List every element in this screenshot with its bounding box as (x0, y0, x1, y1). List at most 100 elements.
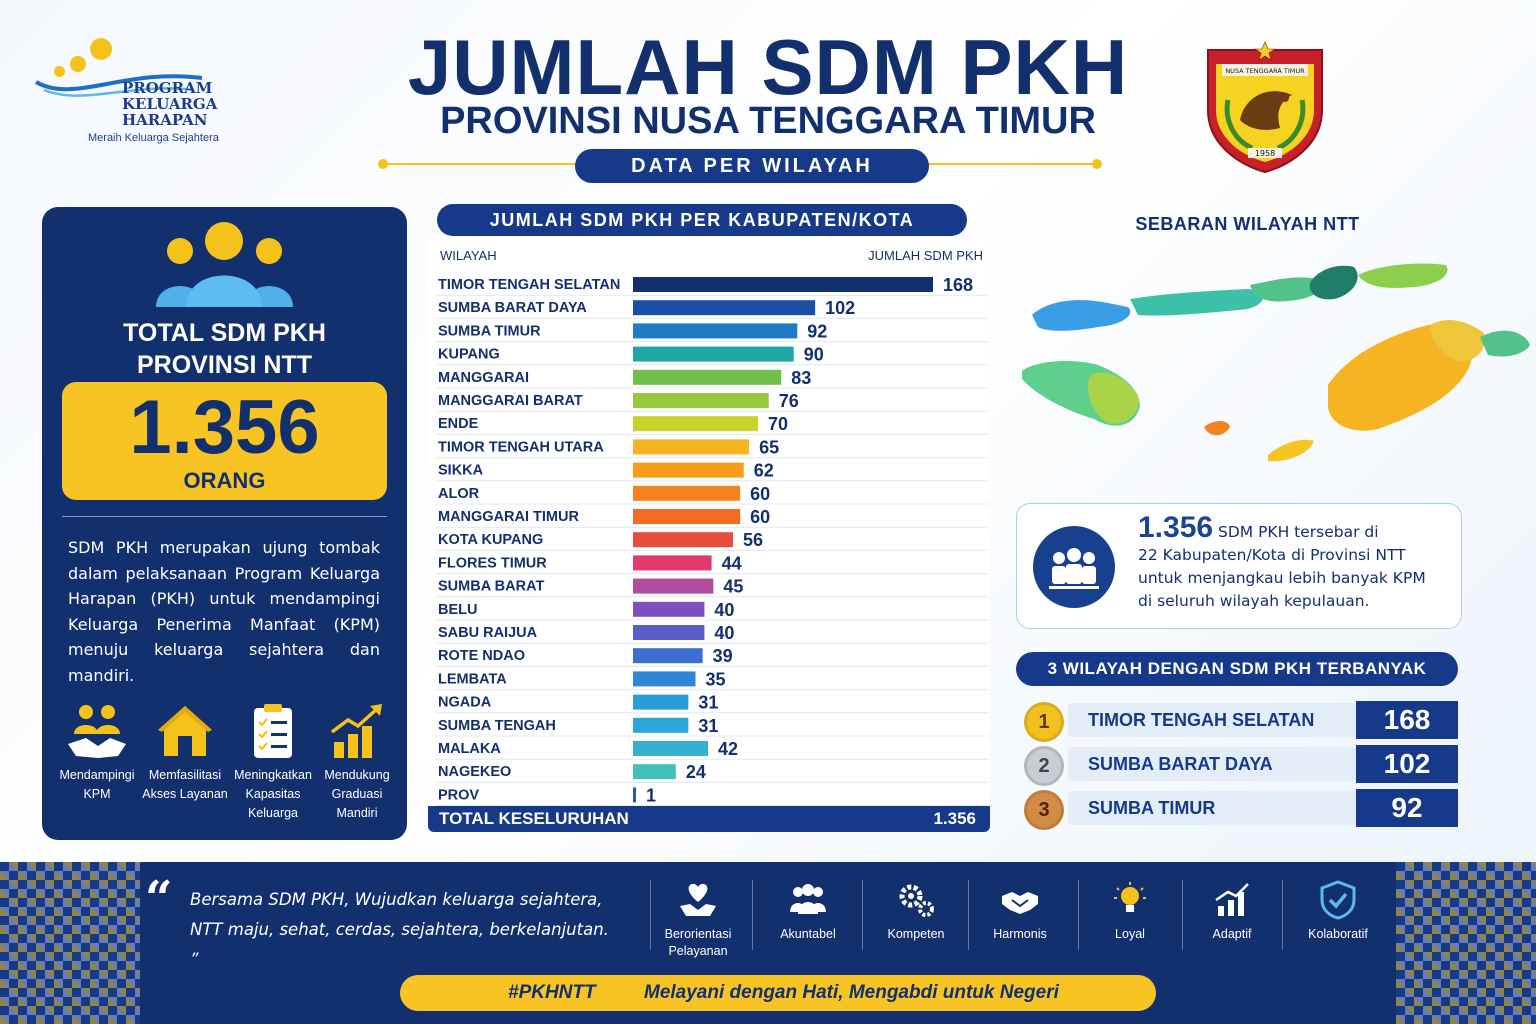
chart-category-label: SUMBA TIMUR (438, 323, 541, 339)
chart-bar (633, 393, 769, 408)
logo-swoosh (35, 74, 203, 97)
feature-label-line: Akses Layanan (142, 787, 228, 801)
value-label: Adaptif (1212, 927, 1252, 941)
chart-bar (633, 671, 696, 687)
chart-bar (633, 485, 741, 501)
chart-y-axis-label: WILAYAH (440, 248, 497, 263)
gold-medal-icon: 1 (1024, 702, 1064, 742)
quote-icon: “ (145, 871, 173, 927)
value-separator (752, 880, 753, 950)
info-line-2: 22 Kabupaten/Kota di Provinsi NTT (1138, 546, 1406, 564)
feature-label: Memfasilitasi Akses Layanan (140, 766, 230, 804)
chart-category-label: TIMOR TENGAH SELATAN (438, 277, 620, 293)
chart-value-label: 60 (750, 507, 770, 527)
hashtag: #PKHNTT (508, 982, 596, 1003)
feature-label-line: Mandiri (336, 806, 378, 820)
feature-label: Mendukung Graduasi Mandiri (312, 766, 402, 823)
chart-bar (633, 277, 933, 292)
map-region-timor-east (1430, 319, 1485, 362)
chart-category-label: SABU RAIJUA (438, 625, 538, 641)
chart-value-label: 76 (779, 391, 799, 411)
clipboard-icon (254, 704, 292, 758)
info-card: 1.356 SDM PKH tersebar di 22 Kabupaten/K… (1016, 503, 1462, 629)
logo-dots-icon (48, 38, 118, 82)
info-line-1: SDM PKH tersebar di (1218, 523, 1379, 541)
value-separator (1078, 880, 1079, 950)
value-separator (1282, 880, 1283, 950)
value-akuntabel: Akuntabel (758, 880, 858, 956)
chart-value-label: 40 (714, 600, 734, 620)
chart-category-label: KOTA KUPANG (438, 532, 543, 548)
chart-category-label: MALAKA (438, 741, 501, 757)
value-separator (650, 880, 651, 950)
emblem-year: 1958 (1255, 149, 1275, 158)
quote-line-1: Bersama SDM PKH, Wujudkan keluarga sejah… (190, 890, 603, 909)
page-title: JUMLAH SDM PKH (407, 23, 1129, 111)
logo-line-3: HARAPAN (122, 111, 208, 129)
summary-panel: TOTAL SDM PKH PROVINSI NTT 1.356 ORANG S… (42, 207, 407, 840)
chart-category-label: MANGGARAI BARAT (438, 393, 583, 409)
map-region-alor (1358, 263, 1448, 288)
value-harmonis: Harmonis (970, 880, 1070, 956)
emblem-banner-text: NUSA TENGGARA TIMUR (1225, 67, 1305, 75)
page-subtitle: PROVINSI NUSA TENGGARA TIMUR (440, 100, 1096, 142)
gears-icon (899, 884, 934, 917)
top3-name: TIMOR TENGAH SELATAN (1088, 710, 1315, 730)
chart-value-label: 102 (825, 298, 855, 318)
value-label: Loyal (1115, 927, 1145, 941)
house-icon (158, 706, 212, 756)
chart-category-label: NAGEKEO (438, 764, 511, 780)
chart-value-label: 90 (804, 345, 824, 365)
value-label: Harmonis (993, 927, 1047, 941)
chart-value-label: 83 (791, 368, 811, 388)
chart-bar (633, 532, 733, 548)
chart-value-label: 60 (750, 484, 770, 504)
top3-row-3: SUMBA TIMUR 3 92 (1024, 789, 1458, 830)
group-icon (790, 884, 826, 914)
handshake-icon (68, 705, 126, 758)
value-berorientasi: Berorientasi Pelayanan (648, 880, 748, 958)
ntt-map (1022, 263, 1530, 462)
people-group-icon (156, 222, 293, 307)
map-title: SEBARAN WILAYAH NTT (1135, 214, 1360, 234)
lightbulb-icon (1114, 882, 1146, 912)
value-label: Berorientasi Pelayanan (648, 926, 748, 960)
top3-value: 102 (1356, 745, 1458, 783)
feature-label-line: Mendampingi (59, 768, 135, 782)
chart-bar (633, 648, 703, 664)
chart-category-label: BELU (438, 602, 477, 618)
chart-bar (633, 717, 689, 733)
value-kolaboratif: Kolaboratif (1288, 880, 1388, 956)
chart-bar (633, 625, 705, 640)
chart-value-label: 92 (807, 321, 827, 341)
value-separator (968, 880, 969, 950)
logo-line-1: PROGRAM (122, 79, 213, 97)
value-label: Kolaboratif (1308, 927, 1368, 941)
top3-name-box: SUMBA BARAT DAYA (1068, 747, 1358, 781)
info-value: 1.356 (1138, 511, 1214, 544)
quote-line-2: NTT maju, sehat, cerdas, sejahtera, berk… (190, 920, 609, 969)
chart-value-label: 24 (686, 762, 706, 782)
growth-chart-icon (330, 704, 382, 758)
chart-bar (633, 694, 689, 710)
value-label-line: Pelayanan (668, 944, 728, 958)
chart-value-label: 65 (759, 437, 779, 457)
value-kompeten: Kompeten (866, 880, 966, 956)
top3-row-1: TIMOR TENGAH SELATAN 1 168 (1024, 701, 1458, 742)
logo-line-2: KELUARGA (122, 95, 218, 113)
chart-value-label: 168 (943, 275, 973, 295)
value-loyal: Loyal (1080, 880, 1180, 956)
value-label-line: Berorientasi (664, 927, 732, 941)
people-circle-icon (1033, 526, 1115, 608)
chart-category-label: SIKKA (438, 463, 484, 479)
ntt-emblem-icon: NUSA TENGGARA TIMUR 1958 (1207, 41, 1323, 174)
map-region-flores-mid (1130, 289, 1263, 316)
chart-category-label: NGADA (438, 695, 492, 711)
chart-category-label: MANGGARAI TIMUR (438, 509, 579, 525)
total-label-line-1: TOTAL SDM PKH (123, 319, 326, 347)
chart-bar (633, 369, 782, 385)
chart-bar (633, 346, 794, 362)
top3-name-box: SUMBA TIMUR (1068, 791, 1358, 825)
chart-bar (633, 578, 714, 594)
summary-description: SDM PKH merupakan ujung tombak dalam pel… (68, 538, 380, 685)
